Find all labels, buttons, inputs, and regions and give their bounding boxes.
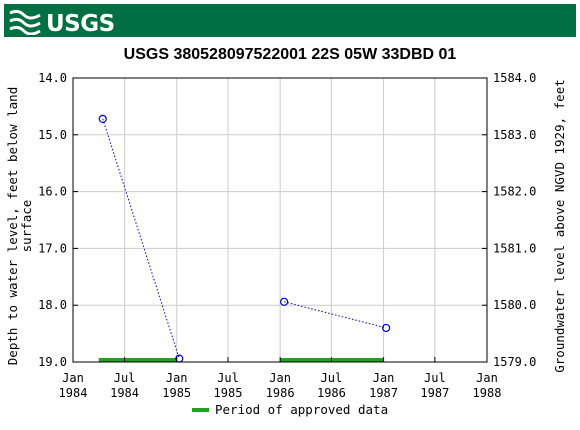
chart-title: USGS 380528097522001 22S 05W 33DBD 01 (124, 46, 457, 63)
data-point (382, 323, 391, 333)
x-tick-label-month: Jul (217, 371, 239, 385)
series-line-segment (283, 301, 387, 329)
y-right-tick-label: 1584.0 (493, 71, 536, 85)
x-tick-label-year: 1987 (420, 386, 449, 400)
x-tick-label-year: 1985 (214, 386, 243, 400)
x-tick-label-month: Jan (62, 371, 84, 385)
y-left-tick-label: 16.0 (38, 185, 67, 199)
x-tick-label-month: Jan (476, 371, 498, 385)
y-left-tick-label: 14.0 (38, 71, 67, 85)
usgs-wave-icon (8, 7, 42, 36)
x-tick-label-year: 1985 (162, 386, 191, 400)
y-right-tick-label: 1583.0 (493, 128, 536, 142)
y-right-tick-label: 1579.0 (493, 355, 536, 369)
x-tick-label-year: 1984 (59, 386, 88, 400)
x-tick-label-year: 1988 (473, 386, 502, 400)
x-tick-label-month: Jul (114, 371, 136, 385)
x-tick-label-year: 1986 (317, 386, 346, 400)
x-tick-label-month: Jan (373, 371, 395, 385)
x-tick-label-year: 1986 (266, 386, 295, 400)
x-tick-label-year: 1987 (369, 386, 398, 400)
y-axis-left-label-line1: Depth to water level, feet below land (5, 87, 20, 365)
y-right-tick-label: 1580.0 (493, 298, 536, 312)
x-tick-label-year: 1984 (110, 386, 139, 400)
legend: Period of approved data (192, 402, 388, 417)
usgs-logo[interactable]: USGS (8, 7, 115, 37)
y-left-tick-label: 18.0 (38, 298, 67, 312)
x-tick-label-month: Jul (424, 371, 446, 385)
data-series (98, 114, 391, 363)
x-tick-label-month: Jan (166, 371, 188, 385)
usgs-logo-text: USGS (46, 11, 115, 37)
usgs-header-bar: USGS (4, 4, 576, 37)
data-point (98, 114, 107, 123)
series-line-segment (102, 118, 180, 359)
y-right-tick-label: 1581.0 (493, 241, 536, 255)
x-axis-ticks: Jan1984Jul1984Jan1985Jul1985Jan1986Jul19… (59, 357, 502, 400)
y-axis-right-label: Groundwater level above NGVD 1929, feet (552, 79, 567, 373)
y-axis-left-label-line2: surface (19, 200, 34, 253)
y-left-tick-label: 15.0 (38, 128, 67, 142)
legend-approved-label: Period of approved data (215, 402, 388, 417)
y-left-tick-label: 19.0 (38, 355, 67, 369)
y-right-tick-label: 1582.0 (493, 185, 536, 199)
y-axis-left-ticks: 14.0 15.0 16.0 17.0 18.0 19.0 (38, 71, 78, 369)
x-tick-label-month: Jul (321, 371, 343, 385)
y-left-tick-label: 17.0 (38, 241, 67, 255)
y-axis-right-ticks: 1584.0 1583.0 1582.0 1581.0 1580.0 1579.0 (482, 71, 536, 369)
x-tick-label-month: Jan (269, 371, 291, 385)
data-point (280, 297, 289, 306)
